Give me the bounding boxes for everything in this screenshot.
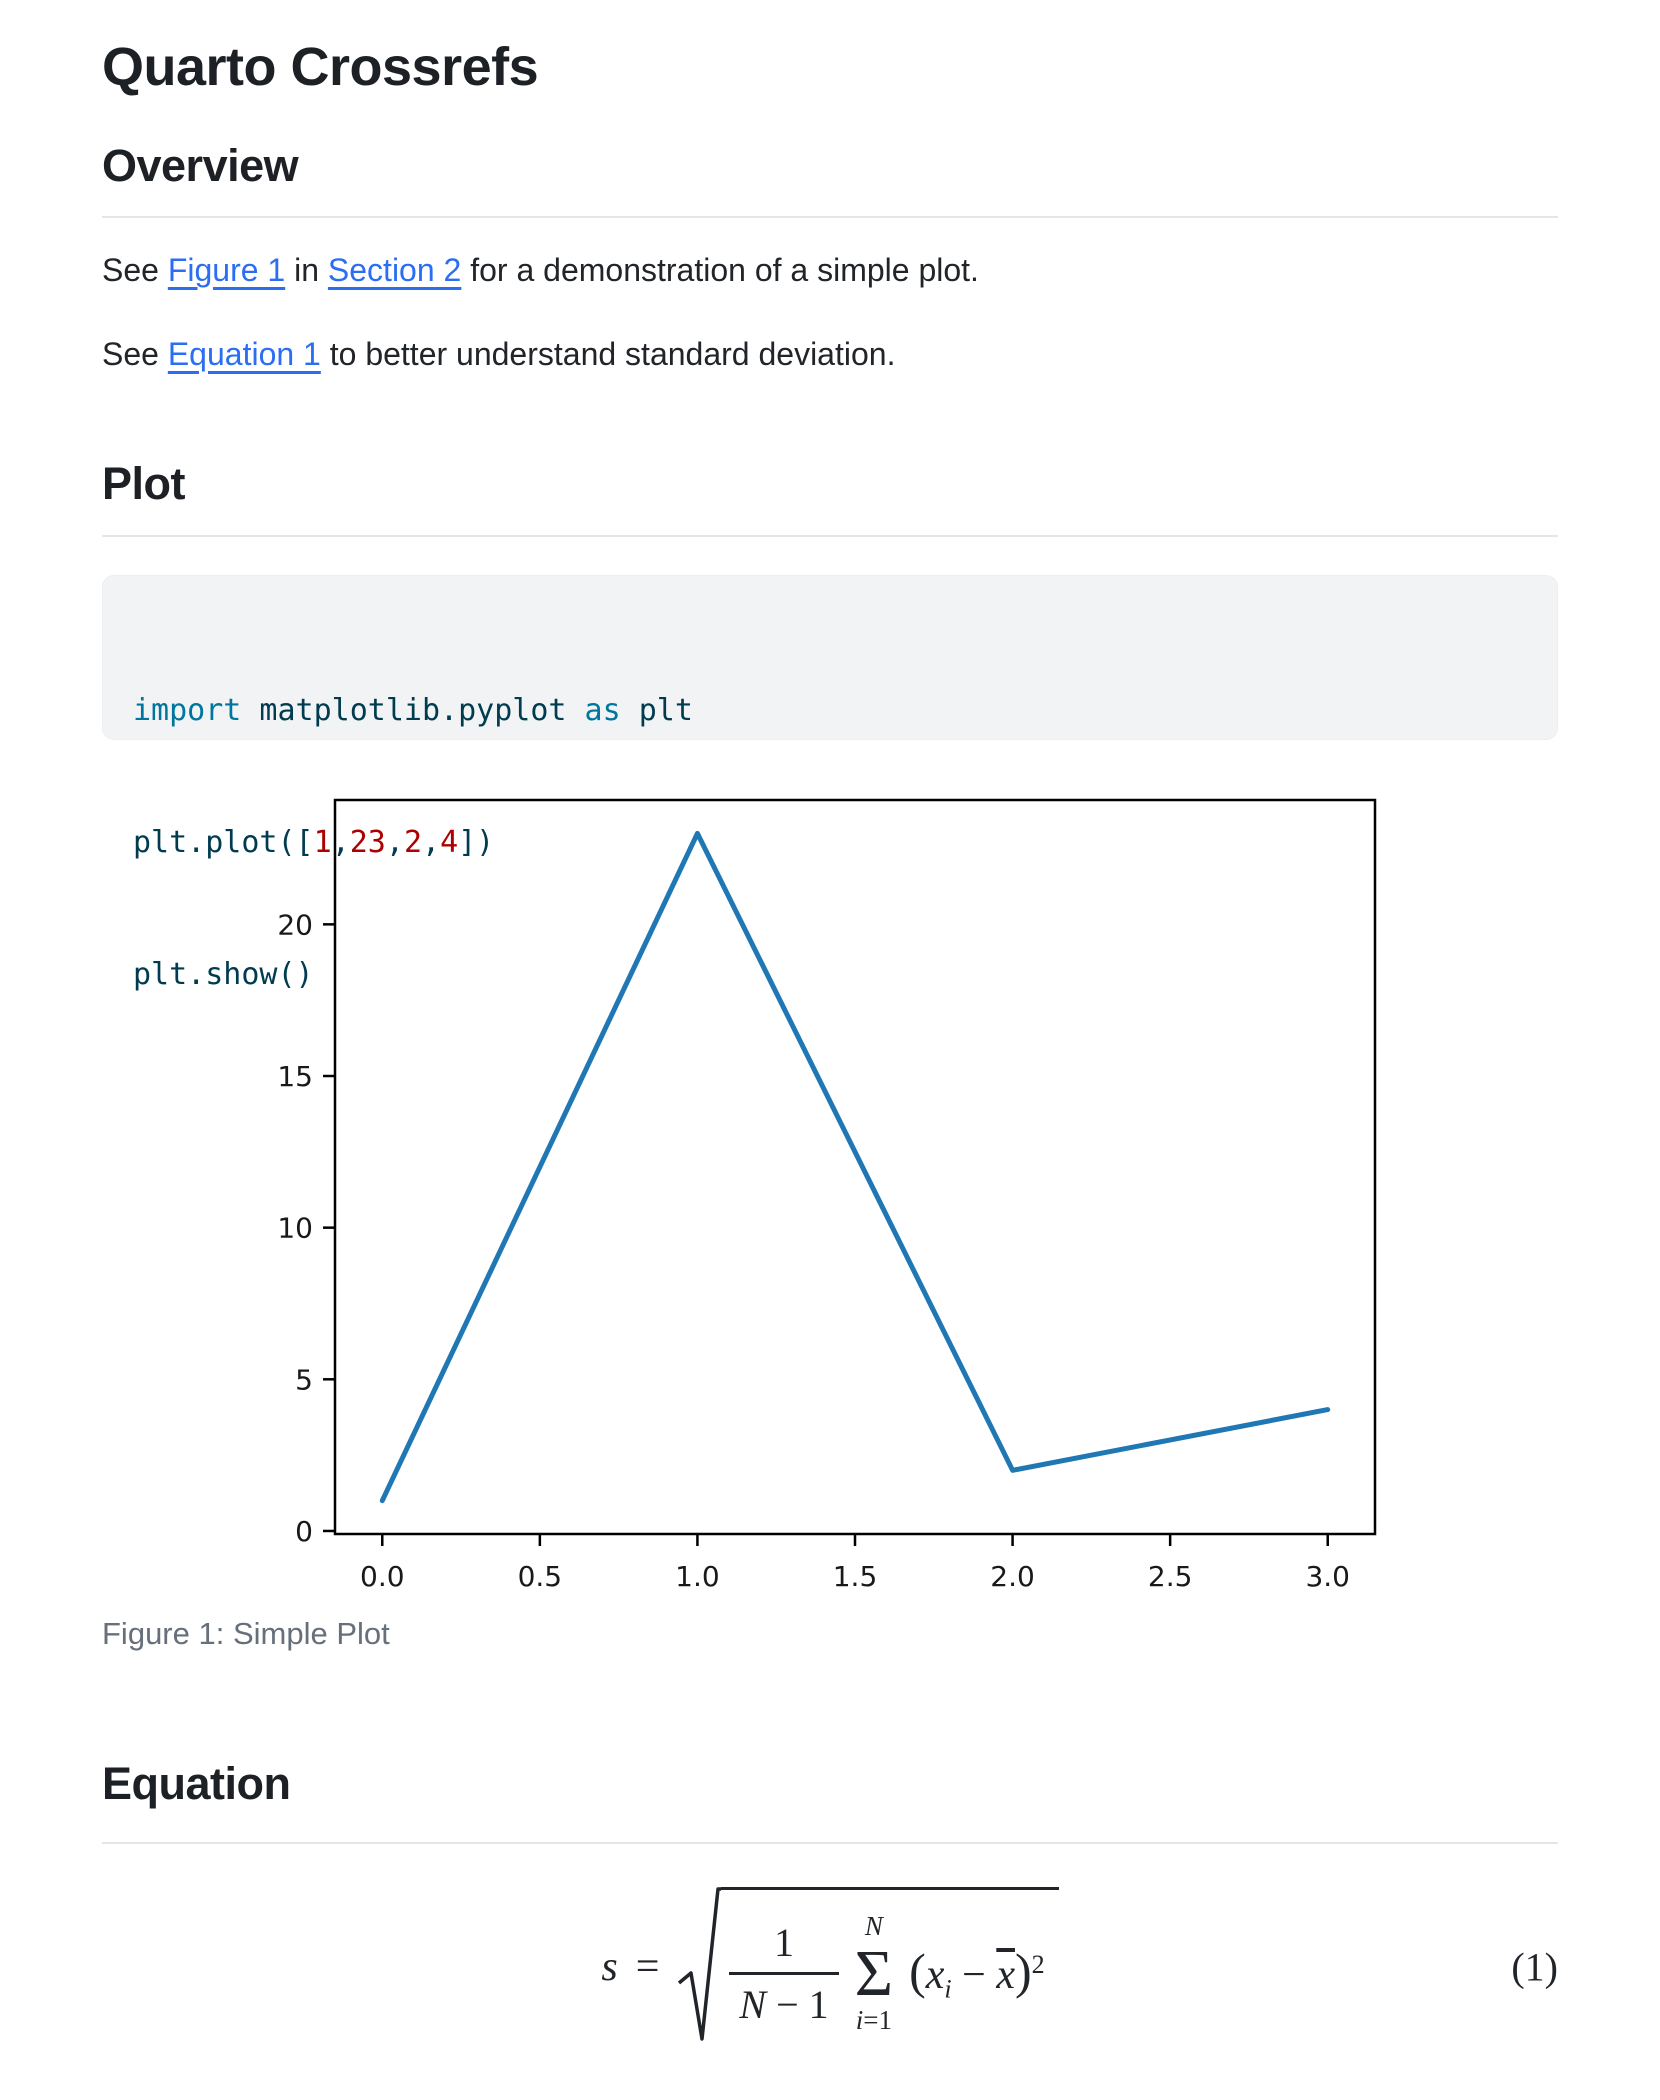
code-token: 4 xyxy=(440,825,459,860)
code-token: plt xyxy=(620,693,693,728)
heading-overview: Overview xyxy=(102,140,299,191)
data-series-line xyxy=(379,830,1331,1504)
line-chart: 0.0 0.5 1.0 1.5 2.0 2.5 3.0 0 5 10 15 20 xyxy=(277,798,1377,1593)
equation-block: s = 1 N − 1 N Σ i=1 (xi − x)2 xyxy=(102,1872,1558,2062)
y-tick-label: 20 xyxy=(277,908,313,941)
text-segment: to better understand standard deviation. xyxy=(320,336,896,372)
fraction-numerator: 1 xyxy=(774,1920,795,1965)
code-token: import xyxy=(133,693,242,728)
y-tick-label: 15 xyxy=(277,1060,313,1093)
crossref-link-section-2[interactable]: Section 2 xyxy=(327,252,462,288)
code-token: ]) xyxy=(458,825,495,860)
sigma-symbol: Σ xyxy=(854,1936,894,2010)
x-tick-label: 1.5 xyxy=(833,1560,878,1593)
equation-number: (1) xyxy=(1511,1944,1558,1990)
code-token: as xyxy=(584,693,621,728)
divider xyxy=(102,535,1558,537)
paragraph-overview-1: See Figure 1 in Section 2 for a demonstr… xyxy=(102,246,979,294)
text-segment: See xyxy=(102,336,168,372)
y-tick-label: 5 xyxy=(295,1363,313,1396)
x-tick-label: 2.0 xyxy=(990,1560,1035,1593)
crossref-link-equation-1[interactable]: Equation 1 xyxy=(167,336,321,372)
crossref-link-figure-1[interactable]: Figure 1 xyxy=(167,252,286,288)
text-segment: for a demonstration of a simple plot. xyxy=(461,252,979,288)
y-axis-ticks: 0 5 10 15 20 xyxy=(277,908,335,1548)
x-tick-label: 0.0 xyxy=(360,1560,405,1593)
code-token: , xyxy=(385,825,404,860)
code-line: plt.show() xyxy=(133,953,1527,997)
figure-caption: Figure 1: Simple Plot xyxy=(102,1616,390,1651)
axes-frame xyxy=(333,798,1377,1536)
radical-sign xyxy=(677,1887,721,2047)
summation-lower-limit: i=1 xyxy=(855,2005,892,2036)
page-title: Quarto Crossrefs xyxy=(102,37,539,97)
divider xyxy=(102,216,1558,218)
code-token: 2 xyxy=(403,825,422,860)
math-equals: = xyxy=(635,1944,660,1990)
x-tick-label: 3.0 xyxy=(1305,1560,1350,1593)
code-token: 23 xyxy=(349,825,386,860)
fraction: 1 N − 1 xyxy=(729,1919,839,2028)
text-segment: in xyxy=(285,252,328,288)
paragraph-overview-2: See Equation 1 to better understand stan… xyxy=(102,330,895,378)
code-token: plt.show() xyxy=(133,957,314,992)
radicand: 1 N − 1 N Σ i=1 (xi − x)2 xyxy=(721,1887,1059,2047)
summation-upper-limit: N xyxy=(864,1910,883,1941)
x-tick-label: 2.5 xyxy=(1148,1560,1193,1593)
figure-1-plot: 0.0 0.5 1.0 1.5 2.0 2.5 3.0 0 5 10 15 20 xyxy=(220,770,1420,1610)
fraction-denominator: N − 1 xyxy=(729,1972,839,2028)
code-token: 1 xyxy=(313,825,332,860)
y-tick-label: 10 xyxy=(277,1212,313,1245)
summation: N Σ i=1 xyxy=(854,1910,894,2036)
math-lhs: s xyxy=(601,1944,618,1990)
heading-equation: Equation xyxy=(102,1758,291,1809)
heading-plot: Plot xyxy=(102,458,186,509)
text-segment: See xyxy=(102,252,168,288)
x-axis-ticks: 0.0 0.5 1.0 1.5 2.0 2.5 3.0 xyxy=(360,1534,1350,1593)
code-token: matplotlib.pyplot xyxy=(241,693,585,728)
code-token: , xyxy=(422,825,441,860)
code-token: plt.plot([ xyxy=(133,825,314,860)
y-tick-label: 0 xyxy=(295,1515,313,1548)
python-code-block: import matplotlib.pyplot as plt plt.plot… xyxy=(102,575,1558,992)
divider xyxy=(102,1842,1558,1844)
code-line: import matplotlib.pyplot as plt xyxy=(133,689,1527,733)
square-root: 1 N − 1 N Σ i=1 (xi − x)2 xyxy=(677,1887,1059,2047)
equation-math: s = 1 N − 1 N Σ i=1 (xi − x)2 xyxy=(601,1887,1059,2047)
x-tick-label: 1.0 xyxy=(675,1560,720,1593)
x-tick-label: 0.5 xyxy=(518,1560,563,1593)
squared-term: (xi − x)2 xyxy=(909,1943,1045,2004)
